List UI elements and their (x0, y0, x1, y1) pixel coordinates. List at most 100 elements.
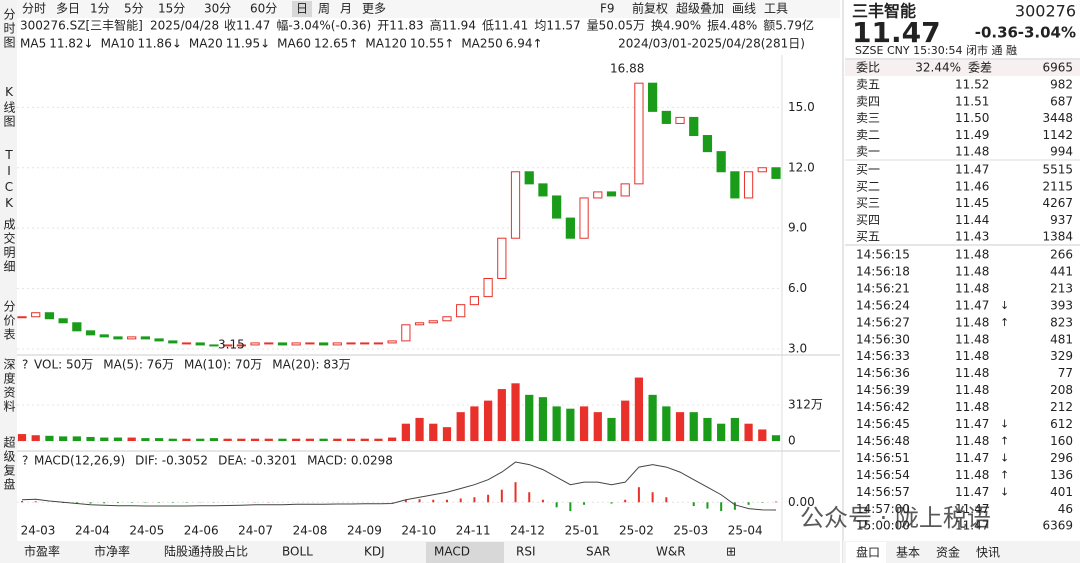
panel-legend: MA(20): 83万 (272, 358, 350, 372)
candle (716, 151, 726, 173)
book-volume: 1384 (1042, 230, 1073, 244)
period-tab[interactable]: 分时 (22, 2, 46, 16)
period-tab[interactable]: 更多 (362, 2, 386, 16)
book-price: 11.45 (955, 196, 989, 210)
side-tab[interactable]: 分时图 (2, 8, 16, 50)
book-side: 买二 (856, 179, 880, 193)
indicator-tab[interactable]: ⊞ (726, 545, 736, 559)
volume-bar (333, 438, 342, 441)
book-volume: 4267 (1042, 196, 1073, 210)
side-tab[interactable]: 分价表 (2, 300, 16, 342)
volume-bar (470, 406, 479, 441)
candle (469, 296, 480, 306)
ma-name: MA250 (461, 37, 502, 51)
candle (442, 316, 452, 322)
x-tick-label: 24-03 (21, 524, 56, 538)
trade-volume: 823 (1050, 315, 1073, 329)
trade-price: 11.48 (955, 400, 989, 414)
ratio-label: 委比 (856, 61, 880, 75)
y-tick-label: 15.0 (788, 100, 815, 114)
book-side: 卖一 (856, 145, 880, 159)
tool-button[interactable]: F9 (600, 2, 615, 16)
side-tab[interactable]: K线图 (2, 85, 16, 129)
trade-volume: 441 (1050, 264, 1073, 278)
trade-volume: 136 (1050, 468, 1073, 482)
tool-button[interactable]: 画线 (732, 2, 756, 16)
indicator-tab[interactable]: 陆股通持股占比 (164, 544, 248, 559)
trade-dir: ↓ (1000, 299, 1009, 312)
diff: 6965 (1042, 61, 1073, 75)
book-side: 买三 (856, 196, 880, 210)
annotation-high: 16.88 (610, 62, 644, 76)
period-tab[interactable]: 30分 (204, 2, 231, 16)
indicator-tab[interactable]: SAR (586, 545, 610, 559)
panel-legend: MA(5): 76万 (103, 358, 174, 372)
volume-bar (374, 438, 383, 441)
period-tab[interactable]: 日 (296, 2, 308, 16)
side-tab[interactable]: 深度资料 (2, 358, 16, 414)
trade-dir: ↑ (1000, 468, 1009, 481)
candle (414, 322, 425, 326)
quote-tab[interactable]: 盘口 (856, 545, 880, 560)
candle (593, 191, 603, 199)
period-tab[interactable]: 5分 (124, 2, 144, 16)
indicator-tab[interactable]: W&R (656, 545, 686, 559)
side-tab[interactable]: 成交明细 (2, 218, 16, 274)
trade-price: 11.47 (955, 451, 989, 465)
trade-volume: 77 (1058, 366, 1073, 380)
indicator-tab[interactable]: RSI (516, 545, 536, 559)
trade-time: 14:56:15 (856, 248, 910, 262)
quote-tab[interactable]: 基本 (896, 546, 920, 560)
field-label: 换 (651, 19, 663, 33)
tool-button[interactable]: 工具 (764, 2, 788, 16)
ma-value: 11.95↓ (226, 37, 270, 51)
period-tab[interactable]: 15分 (158, 2, 185, 16)
side-tab[interactable]: TICK (2, 148, 16, 212)
field-label: 开 (377, 19, 389, 33)
volume-bar (237, 438, 246, 441)
indicator-tab[interactable]: MACD (434, 545, 470, 559)
field-value: 11.83 (389, 19, 423, 33)
period-tab[interactable]: 月 (340, 2, 352, 16)
field-label: 低 (482, 19, 494, 33)
period-tab[interactable]: 60分 (250, 2, 277, 16)
volume-bar (607, 417, 616, 441)
period-tab[interactable]: 多日 (56, 2, 80, 16)
indicator-tab[interactable]: KDJ (364, 545, 385, 559)
quote-tab[interactable]: 快讯 (976, 546, 1000, 560)
tool-button[interactable]: 超级叠加 (676, 1, 724, 16)
period-tab[interactable]: 1分 (90, 2, 110, 16)
volume-bar (621, 400, 630, 441)
tool-button[interactable]: 前复权 (632, 1, 668, 16)
x-tick-label: 24-11 (456, 524, 491, 538)
volume-bar (209, 438, 219, 441)
candle (456, 304, 466, 318)
candle (620, 183, 630, 197)
book-volume: 994 (1050, 145, 1073, 159)
candle (702, 135, 713, 153)
trade-price: 11.48 (955, 332, 989, 346)
indicator-tab[interactable]: 市净率 (94, 544, 130, 559)
book-volume: 982 (1050, 78, 1073, 92)
field-value: 11.47 (236, 19, 270, 33)
x-tick-label: 24-04 (75, 524, 110, 538)
volume-bar (31, 435, 40, 441)
trade-volume: 160 (1050, 434, 1073, 448)
trade-dir: ↓ (1000, 418, 1009, 431)
trade-volume: 213 (1050, 281, 1073, 295)
indicator-tab[interactable]: BOLL (282, 545, 313, 559)
volume-bar (593, 412, 602, 441)
quote-tab[interactable]: 资金 (936, 545, 960, 560)
candle (483, 277, 493, 298)
volume-bar (525, 394, 534, 441)
trade-volume: 6369 (1042, 519, 1073, 533)
x-tick-label: 24-08 (293, 524, 328, 538)
trade-time: 14:56:24 (856, 298, 910, 312)
period-tab[interactable]: 周 (318, 2, 330, 16)
indicator-tab[interactable]: 市盈率 (24, 544, 60, 559)
side-tab[interactable]: 超级复盘 (2, 435, 16, 492)
candle (579, 197, 589, 239)
volume-bar (401, 423, 410, 441)
candle (195, 342, 205, 346)
candle (277, 342, 288, 346)
